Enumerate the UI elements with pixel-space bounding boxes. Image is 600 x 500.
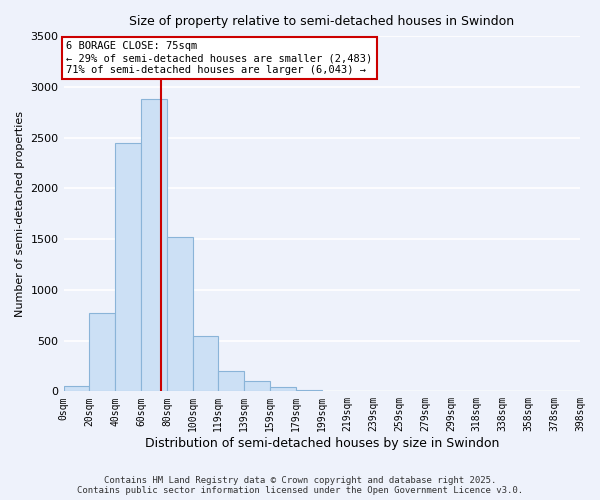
Bar: [270, 387, 296, 392]
Bar: [64, 386, 89, 392]
Bar: [244, 380, 270, 392]
Bar: [218, 371, 244, 392]
Bar: [296, 390, 322, 392]
Bar: [142, 99, 167, 392]
Title: Size of property relative to semi-detached houses in Swindon: Size of property relative to semi-detach…: [129, 15, 514, 28]
Bar: [89, 312, 115, 392]
Bar: [322, 391, 348, 392]
Text: 6 BORAGE CLOSE: 75sqm
← 29% of semi-detached houses are smaller (2,483)
71% of s: 6 BORAGE CLOSE: 75sqm ← 29% of semi-deta…: [66, 42, 373, 74]
Bar: [193, 336, 218, 392]
Bar: [167, 237, 193, 392]
Bar: [115, 142, 142, 392]
Y-axis label: Number of semi-detached properties: Number of semi-detached properties: [15, 110, 25, 316]
X-axis label: Distribution of semi-detached houses by size in Swindon: Distribution of semi-detached houses by …: [145, 437, 499, 450]
Text: Contains HM Land Registry data © Crown copyright and database right 2025.
Contai: Contains HM Land Registry data © Crown c…: [77, 476, 523, 495]
